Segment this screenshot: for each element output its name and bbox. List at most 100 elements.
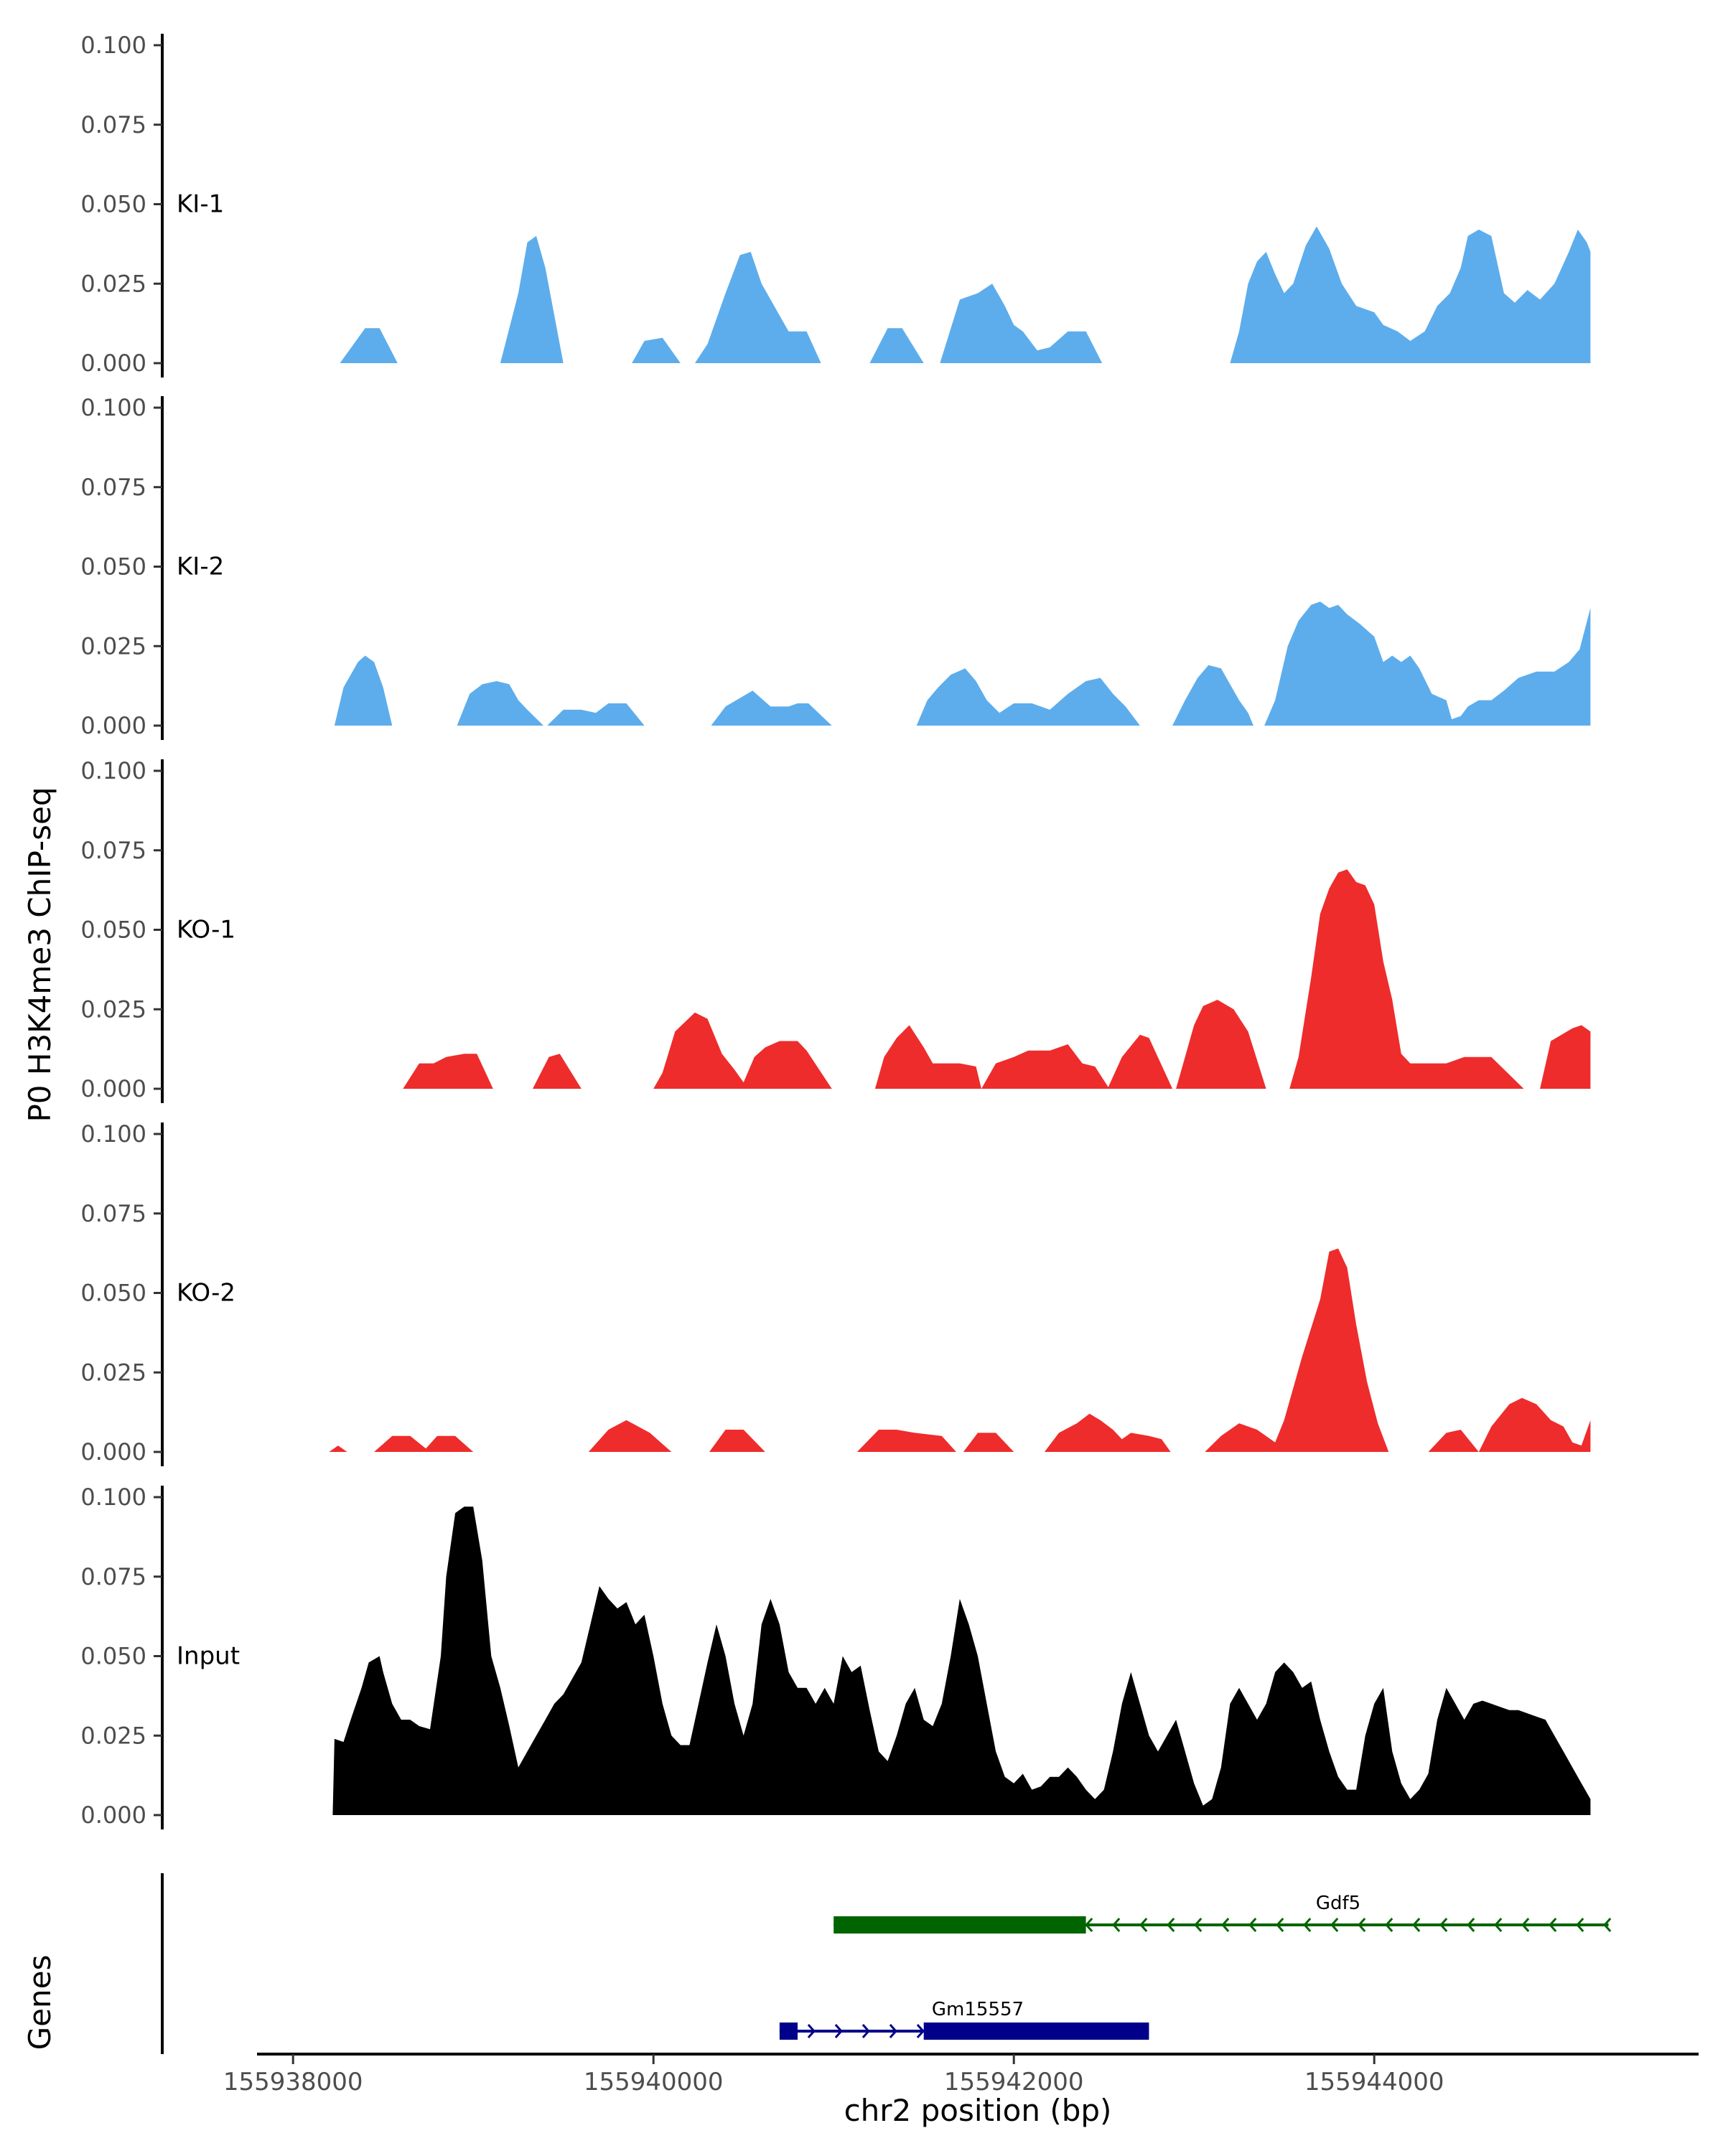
coverage-area	[1428, 1430, 1479, 1452]
gene-label-gdf5: Gdf5	[1316, 1893, 1360, 1914]
coverage-area	[869, 328, 924, 363]
coverage-area	[981, 1044, 1110, 1089]
y-tick-label: 0.000	[80, 350, 146, 377]
coverage-area	[340, 328, 398, 363]
y-tick-label: 0.100	[80, 1484, 146, 1511]
strand-arrow	[1085, 1918, 1093, 1932]
coverage-area	[632, 337, 681, 363]
y-tick-label: 0.050	[80, 553, 146, 581]
track-label-ki-2: KI-2	[177, 553, 224, 581]
coverage-area	[457, 681, 544, 726]
x-tick-label: 155938000	[223, 2068, 363, 2096]
y-axis-label: P0 H3K4me3 ChIP-seq	[22, 787, 57, 1122]
gene-gm15557: Gm15557	[779, 1999, 1149, 2040]
coverage-area	[547, 703, 645, 726]
coverage-area	[916, 668, 1140, 726]
y-tick-label: 0.100	[80, 32, 146, 59]
coverage-area	[332, 1506, 1591, 1815]
strand-arrow	[1385, 1918, 1393, 1932]
y-tick-label: 0.075	[80, 474, 146, 501]
coverage-area	[653, 1012, 832, 1089]
strand-arrow	[916, 2024, 925, 2038]
strand-arrow	[1467, 1918, 1475, 1932]
coverage-area	[1172, 665, 1253, 726]
y-tick-label: 0.050	[80, 917, 146, 944]
y-tick-label: 0.000	[80, 712, 146, 739]
strand-arrow	[1576, 1918, 1584, 1932]
y-tick-label: 0.025	[80, 1722, 146, 1749]
strand-arrow	[889, 2024, 897, 2038]
y-tick-label: 0.100	[80, 757, 146, 784]
coverage-area	[329, 1445, 347, 1452]
coverage-area	[694, 251, 821, 363]
y-tick-label: 0.050	[80, 1643, 146, 1670]
y-tick-label: 0.100	[80, 1120, 146, 1148]
strand-arrow	[1549, 1918, 1557, 1932]
track-label-ko-2: KO-2	[177, 1279, 235, 1308]
coverage-area	[1176, 1000, 1266, 1089]
y-tick-label: 0.050	[80, 1280, 146, 1307]
track-panel-input: 0.000 0.025 0.050 0.075 0.100 Input	[80, 1484, 1591, 1829]
gene-gdf5: Gdf5	[834, 1893, 1612, 1934]
y-tick-label: 0.025	[80, 632, 146, 660]
gene-label-gm15557: Gm15557	[932, 1999, 1024, 2020]
strand-arrow	[1358, 1918, 1366, 1932]
y-tick-label: 0.100	[80, 394, 146, 421]
track-panel-ko-2: 0.000 0.025 0.050 0.075 0.100 KO-2	[80, 1120, 1591, 1466]
coverage-area	[874, 1025, 981, 1089]
coverage-area	[588, 1420, 672, 1452]
genes-axis-label: Genes	[22, 1955, 57, 2050]
strand-arrow	[1139, 1918, 1148, 1932]
y-tick-label: 0.050	[80, 191, 146, 218]
coverage-area	[1264, 601, 1591, 726]
gene-exon	[779, 2023, 798, 2040]
coverage-area	[1044, 1413, 1171, 1452]
strand-arrow	[1303, 1918, 1312, 1932]
strand-arrow	[1439, 1918, 1448, 1932]
strand-arrow	[1194, 1918, 1203, 1932]
strand-arrow	[1167, 1918, 1175, 1932]
y-tick-label: 0.000	[80, 1075, 146, 1102]
strand-arrow	[1521, 1918, 1530, 1932]
strand-arrow	[1276, 1918, 1284, 1932]
y-tick-label: 0.075	[80, 111, 146, 139]
coverage-area	[533, 1054, 582, 1089]
gene-exon	[923, 2023, 1149, 2040]
strand-arrow	[834, 2024, 843, 2038]
strand-arrow	[1112, 1918, 1121, 1932]
coverage-area	[1205, 1248, 1389, 1452]
coverage-area	[1230, 226, 1591, 363]
y-tick-label: 0.075	[80, 1200, 146, 1227]
x-tick-label: 155942000	[944, 2068, 1084, 2096]
x-tick-label: 155944000	[1304, 2068, 1444, 2096]
coverage-area	[500, 235, 564, 363]
coverage-area	[1107, 1034, 1173, 1089]
x-tick-label: 155940000	[584, 2068, 724, 2096]
coverage-area	[940, 283, 1103, 363]
track-panel-ko-1: 0.000 0.025 0.050 0.075 0.100 KO-1	[80, 757, 1591, 1103]
coverage-area	[1540, 1025, 1591, 1089]
gene-exon	[834, 1916, 1086, 1934]
tracks-layer: 0.0000.0250.0500.0750.100KI-10.0000.0250…	[80, 32, 1591, 1829]
y-tick-label: 0.075	[80, 1563, 146, 1590]
track-panel-ki-1: 0.000 0.025 0.050 0.075 0.100 KI-1	[80, 32, 1591, 378]
coverage-area	[963, 1433, 1014, 1452]
strand-arrow	[1330, 1918, 1339, 1932]
coverage-area	[711, 690, 832, 726]
track-label-ki-1: KI-1	[177, 190, 224, 219]
y-tick-label: 0.025	[80, 995, 146, 1023]
genes-panel: Gdf5 Gm15557	[161, 1873, 1612, 2054]
y-tick-label: 0.025	[80, 1359, 146, 1386]
strand-arrow	[1412, 1918, 1421, 1932]
coverage-area	[374, 1435, 430, 1452]
strand-arrow	[1248, 1918, 1257, 1932]
y-tick-label: 0.000	[80, 1801, 146, 1829]
strand-arrow	[807, 2024, 816, 2038]
y-tick-label: 0.075	[80, 837, 146, 864]
strand-arrow	[1603, 1918, 1612, 1932]
x-axis: 155938000 155940000 155942000 155944000	[223, 2053, 1699, 2096]
y-tick-label: 0.000	[80, 1438, 146, 1466]
coverage-area	[334, 655, 393, 726]
